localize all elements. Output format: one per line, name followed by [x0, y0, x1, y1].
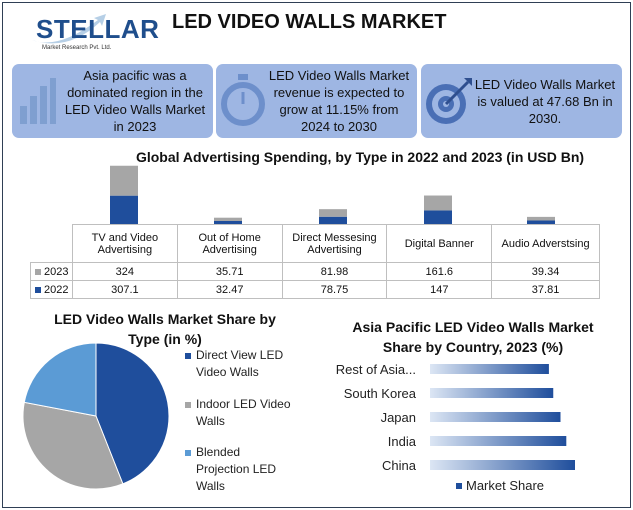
- country-bars: China India Japan South Korea Rest of Asia..…: [336, 362, 575, 473]
- table-row-label: 2022: [30, 280, 73, 299]
- stat-text-value: LED Video Walls Market is valued at 47.6…: [474, 77, 616, 126]
- legend-swatch: [185, 402, 191, 408]
- legend-swatch-2022: [35, 286, 41, 293]
- table-cell: 81.98: [281, 262, 388, 281]
- ad-spend-chart-title: Global Advertising Spending, by Type in …: [135, 149, 585, 165]
- legend-swatch: [456, 483, 462, 489]
- bar-2023: [319, 209, 347, 217]
- legend-item: Blended Projection LED Walls: [196, 445, 277, 493]
- country-chart-title: Asia Pacific LED Video Walls Market Shar…: [352, 319, 594, 355]
- table-col-header: Out of Home Advertising: [176, 224, 283, 263]
- country-bar: [430, 364, 549, 374]
- legend-swatch-2023: [35, 268, 41, 275]
- table-col-header: TV and Video Advertising: [71, 224, 178, 263]
- bar-2023: [214, 217, 242, 222]
- stat-panel-value: LED Video Walls Market is valued at 47.6…: [421, 64, 622, 138]
- stat-panel-growth: LED Video Walls Market revenue is expect…: [216, 64, 417, 138]
- bar-2022: [424, 210, 452, 224]
- pie-slice: [95, 342, 170, 485]
- country-label: South Korea: [344, 386, 417, 401]
- legend-swatch: [185, 353, 191, 359]
- table-cell: 78.75: [281, 280, 388, 299]
- table-row: 2023 324 35.71 81.98 161.6 39.34: [30, 262, 600, 281]
- table-cell: 35.71: [176, 262, 283, 281]
- pie-chart-title: LED Video Walls Market Share by Type (in…: [54, 311, 276, 347]
- table-cell: 307.1: [71, 280, 178, 299]
- target-icon: [426, 78, 472, 124]
- pie-slice: [22, 401, 124, 490]
- page-title: LED VIDEO WALLS MARKET: [172, 11, 447, 33]
- table-col-header: Digital Banner: [386, 224, 493, 263]
- bar-2022: [319, 216, 347, 224]
- country-label: Rest of Asia...: [336, 362, 416, 377]
- country-bar: [430, 388, 554, 398]
- table-cell: 161.6: [386, 262, 493, 281]
- country-bar: [430, 436, 567, 446]
- bar-2023: [110, 165, 138, 196]
- table-cell: 39.34: [491, 262, 600, 281]
- bar-2023: [424, 195, 452, 211]
- table-col-header: Direct Messesing Advertising: [281, 224, 388, 263]
- table-cell: 32.47: [176, 280, 283, 299]
- legend-swatch: [185, 450, 191, 456]
- bar-2022: [110, 195, 138, 224]
- country-bar: [430, 412, 561, 422]
- country-label: India: [388, 434, 417, 449]
- bar-chart-icon: [20, 78, 56, 124]
- table-col-header: Audio Adverstsing: [491, 224, 600, 263]
- ad-spend-table: TV and Video Advertising Out of Home Adv…: [30, 224, 600, 299]
- country-label: Japan: [381, 410, 416, 425]
- pie-chart: [22, 342, 170, 490]
- bar-2022: [214, 221, 242, 224]
- bar-2023: [527, 216, 555, 221]
- table-row-label: 2023: [30, 262, 73, 281]
- logo-subtitle: Market Research Pvt. Ltd.: [42, 45, 112, 51]
- stat-text-growth: LED Video Walls Market revenue is expect…: [268, 68, 410, 134]
- stellar-logo: STELLAR Market Research Pvt. Ltd.: [28, 10, 159, 56]
- table-row: 2022 307.1 32.47 78.75 147 37.81: [30, 280, 600, 299]
- logo-text: STELLAR: [36, 14, 160, 44]
- table-cell: 324: [71, 262, 178, 281]
- country-bar: [430, 460, 575, 470]
- pie-slice: [23, 342, 97, 417]
- bar-2022: [527, 220, 555, 224]
- country-label: China: [382, 458, 417, 473]
- stopwatch-icon: [221, 74, 265, 126]
- table-cell: 147: [386, 280, 493, 299]
- legend-item: Market Share: [466, 478, 545, 493]
- stat-panel-region: Asia pacific was a dominated region in t…: [12, 64, 213, 138]
- stat-text-region: Asia pacific was a dominated region in t…: [64, 68, 206, 134]
- table-header-row: TV and Video Advertising Out of Home Adv…: [30, 224, 600, 263]
- logo-swoosh-icon: [32, 14, 106, 44]
- ad-spend-bars: [110, 165, 555, 224]
- legend-item: Indoor LED Video Walls: [196, 397, 291, 428]
- legend-item: Direct View LED Video Walls: [196, 348, 284, 379]
- table-cell: 37.81: [491, 280, 600, 299]
